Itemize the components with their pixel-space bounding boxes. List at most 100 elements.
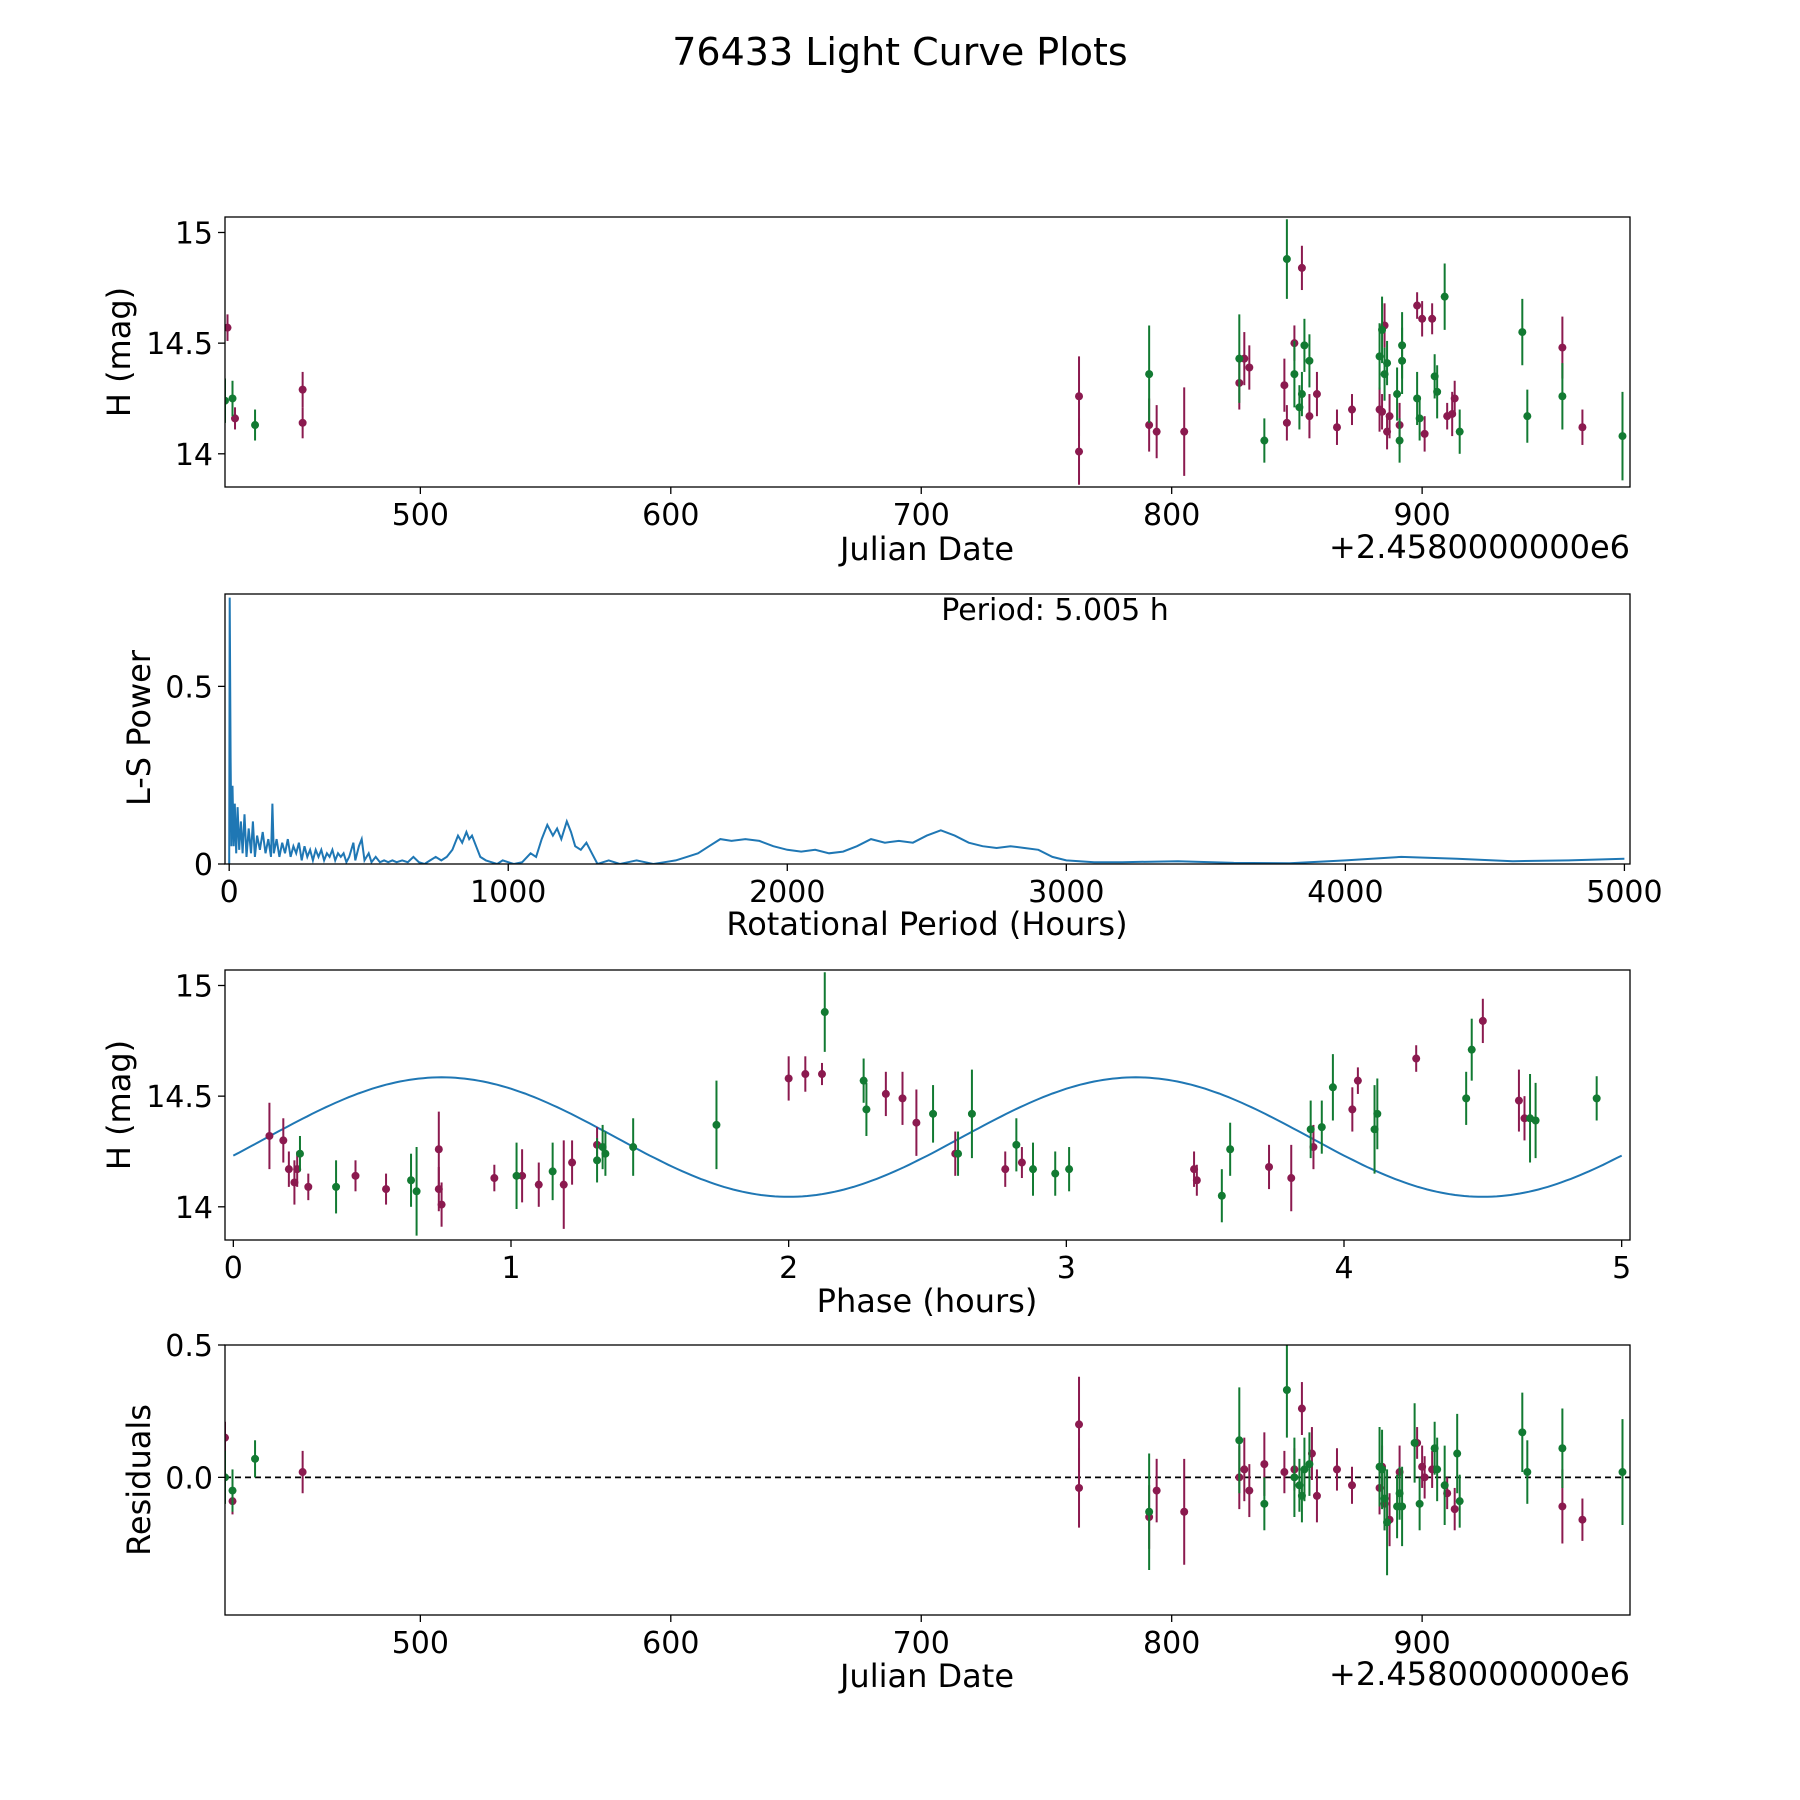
x-tick-label: 900 [1393,1626,1450,1661]
data-point-filter-a [1514,1069,1523,1132]
marker [1618,1468,1627,1477]
marker [967,1109,976,1118]
data-point-filter-b [412,1147,421,1236]
marker [1412,1054,1421,1063]
marker [228,1486,237,1495]
x-tick-label: 5 [1612,1251,1631,1286]
marker [231,414,240,423]
data-point-filter-b [251,1440,260,1478]
data-point-filter-b [1260,418,1269,463]
data-point-filter-b [1453,1413,1462,1494]
data-point-filter-a [559,1140,568,1229]
data-point-filter-a [912,1089,921,1156]
marker [1265,1162,1274,1171]
data-point-filter-b [1518,298,1527,366]
data-point-filter-b [1558,1408,1567,1488]
data-point-filter-b [1300,318,1309,372]
x-tick-label: 4000 [1307,875,1383,910]
marker [1328,1083,1337,1092]
data-point-filter-a [1348,1466,1357,1504]
data-point-filter-b [407,1153,416,1207]
data-point-filter-a [1332,409,1341,445]
phase-folded-frame [224,969,1631,1241]
x-tick-label: 0 [220,875,239,910]
x-tick-label: 800 [1143,498,1200,533]
marker [1523,412,1532,421]
residuals-frame [224,1344,1631,1616]
marker [1531,1116,1540,1125]
data-point-filter-b [712,1080,721,1170]
data-point-filter-b [1433,365,1442,419]
data-point-filter-a [1192,1164,1201,1196]
marker [1152,1486,1161,1495]
marker [225,396,229,405]
data-point-filter-a [1180,387,1189,476]
data-point-filter-b [1393,367,1402,421]
data-point-filter-b [967,1069,976,1159]
data-point-filter-a [1412,1045,1421,1072]
marker [1282,418,1291,427]
y-tick-label: 14 [175,1191,213,1226]
marker [298,1468,307,1477]
data-point-filter-a [1348,1087,1357,1132]
marker [1520,1114,1529,1123]
data-point-filter-b [1306,1100,1315,1159]
data-point-filter-b [548,1142,557,1201]
data-point-filter-a [817,1062,826,1086]
data-point-filter-b [1305,1432,1314,1496]
data-point-filter-b [820,972,829,1052]
data-point-filter-b [1282,1345,1291,1438]
data-point-filter-a [801,1056,810,1092]
data-point-filter-a [1428,303,1437,335]
y-tick-label: 0.5 [165,670,213,705]
marker [1415,414,1424,423]
marker [1332,423,1341,432]
marker [1453,1449,1462,1458]
data-point-filter-a [1312,371,1321,417]
data-point-filter-a [1353,1067,1362,1094]
data-point-filter-b [1235,314,1244,403]
data-point-filter-b [593,1138,602,1183]
data-point-filter-b [1410,1403,1419,1483]
marker [1415,1499,1424,1508]
marker [1317,1123,1326,1132]
marker [1385,412,1394,421]
figure-title: 76433 Light Curve Plots [672,30,1127,74]
phase-folded-xlabel: Phase (hours) [817,1282,1038,1320]
data-point-filter-b [295,1135,304,1172]
period-annotation: Period: 5.005 h [941,593,1169,628]
marker [1393,390,1402,399]
marker [1235,1436,1244,1445]
residuals-ticks: 500 600 700 800 900 0.0 0.5 [165,1329,1450,1661]
data-point-filter-a [1180,1458,1189,1565]
marker [601,1149,610,1158]
marker [1353,1076,1362,1085]
residuals-ylabel: Residuals [120,1404,158,1556]
marker [1418,314,1427,323]
marker [1383,359,1392,368]
residuals-x-offset: +2.4580000000e6 [1329,1655,1630,1693]
data-point-filter-a [437,1182,446,1227]
x-tick-label: 800 [1143,1626,1200,1661]
marker [1306,1125,1315,1134]
data-point-filter-a [231,407,240,430]
residuals-xlabel: Julian Date [838,1657,1014,1695]
y-tick-label: 14 [175,438,213,473]
data-point-filter-b [1051,1151,1060,1196]
marker [1395,436,1404,445]
light-curve-xlabel: Julian Date [838,530,1014,568]
marker [1280,381,1289,390]
residuals-marks [225,1345,1630,1576]
data-point-filter-a [298,371,307,408]
x-tick-label: 600 [642,1626,699,1661]
marker [1518,1428,1527,1437]
periodogram-plot-area [228,597,1625,864]
data-point-filter-a [568,1140,577,1185]
data-point-filter-b [1012,1118,1021,1172]
data-point-filter-a [1420,1456,1429,1499]
data-point-filter-b [1383,1469,1392,1576]
data-point-filter-a [1017,1147,1026,1179]
light-curve-frame [224,216,1631,488]
data-point-filter-b [1297,371,1306,417]
